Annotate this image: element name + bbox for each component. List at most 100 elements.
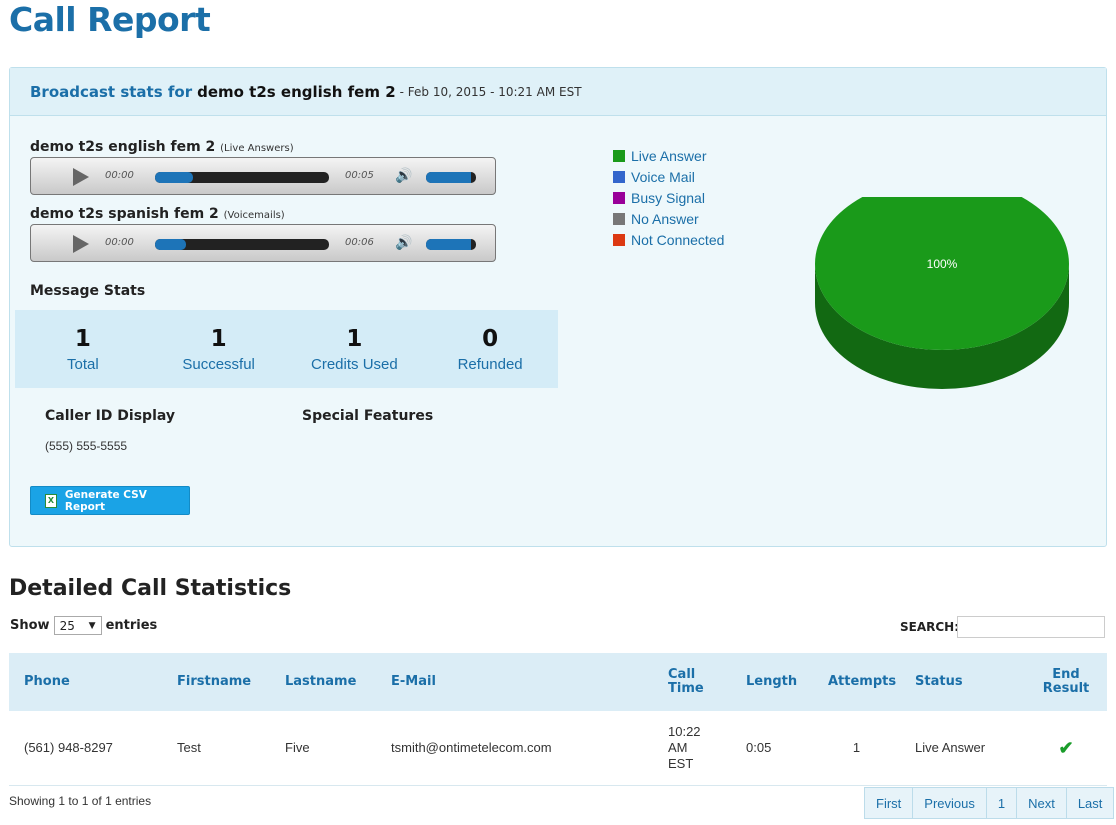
broadcast-date: - Feb 10, 2015 - 10:21 AM EST — [399, 84, 582, 99]
player-name: demo t2s spanish fem 2 — [30, 206, 219, 222]
stat-refunded: 0 Refunded — [422, 310, 558, 388]
stat-value: 1 — [346, 326, 363, 352]
stat-value: 0 — [482, 326, 499, 352]
stat-label: Credits Used — [311, 356, 398, 373]
column-header[interactable]: Firstname — [177, 674, 252, 689]
duration: 00:05 — [345, 170, 374, 181]
broadcast-name: demo t2s english fem 2 — [197, 82, 396, 101]
legend-label: Busy Signal — [631, 189, 705, 206]
special-features-heading: Special Features — [302, 408, 434, 424]
caller-id-value: (555) 555-5555 — [45, 439, 128, 453]
checkmark-icon: ✔ — [1058, 737, 1074, 758]
pie-slice[interactable] — [815, 197, 1069, 350]
audio-player-english: 00:00 00:05 🔊 — [30, 157, 496, 195]
progress-fill — [155, 172, 194, 183]
column-header[interactable]: Call Time — [668, 667, 704, 696]
panel-header: Broadcast stats for demo t2s english fem… — [10, 68, 1106, 116]
player-subtitle: (Live Answers) — [220, 143, 294, 154]
current-time: 00:00 — [105, 170, 134, 181]
stat-label: Total — [67, 356, 99, 373]
progress-bar[interactable] — [155, 239, 329, 250]
pagination-page-1[interactable]: 1 — [987, 788, 1018, 818]
volume-icon[interactable]: 🔊 — [395, 234, 413, 250]
player-subtitle: (Voicemails) — [223, 210, 285, 221]
pagination-first[interactable]: First — [865, 788, 914, 818]
player-title-spanish: demo t2s spanish fem 2 (Voicemails) — [30, 206, 285, 222]
page-title: Call Report — [9, 0, 211, 39]
player-title-english: demo t2s english fem 2 (Live Answers) — [30, 139, 294, 155]
chart-legend: Live Answer Voice Mail Busy Signal No Answe… — [613, 145, 724, 250]
current-time: 00:00 — [105, 237, 134, 248]
pagination-previous[interactable]: Previous — [913, 788, 987, 818]
duration: 00:06 — [345, 237, 374, 248]
player-name: demo t2s english fem 2 — [30, 139, 216, 155]
volume-slider[interactable] — [426, 239, 476, 250]
chevron-down-icon: ▼ — [88, 620, 96, 631]
stat-successful: 1 Successful — [151, 310, 287, 388]
broadcast-stats-panel: Broadcast stats for demo t2s english fem… — [9, 67, 1107, 547]
caller-id-heading: Caller ID Display — [45, 408, 176, 424]
legend-item[interactable]: No Answer — [613, 208, 724, 229]
column-header[interactable]: End Result — [1042, 667, 1090, 696]
volume-slider[interactable] — [426, 172, 476, 183]
legend-item[interactable]: Busy Signal — [613, 187, 724, 208]
legend-swatch — [613, 149, 625, 162]
legend-label: No Answer — [631, 210, 699, 227]
search-input[interactable] — [957, 616, 1105, 638]
cell-status: Live Answer — [915, 739, 986, 755]
message-stats-box: 1 Total 1 Successful 1 Credits Used 0 Re… — [15, 310, 558, 388]
table-row: (561) 948-8297 Test Five tsmith@ontimete… — [9, 711, 1107, 785]
column-header[interactable]: Length — [746, 674, 798, 689]
play-icon[interactable] — [73, 168, 89, 186]
cell-phone: (561) 948-8297 — [24, 739, 113, 755]
legend-label: Live Answer — [631, 147, 707, 164]
stat-value: 1 — [210, 326, 227, 352]
audio-player-spanish: 00:00 00:06 🔊 — [30, 224, 496, 262]
legend-swatch — [613, 233, 625, 246]
pagination-next[interactable]: Next — [1017, 788, 1067, 818]
legend-item[interactable]: Not Connected — [613, 229, 724, 250]
column-header[interactable]: Lastname — [285, 674, 357, 689]
legend-item[interactable]: Live Answer — [613, 145, 724, 166]
entries-select[interactable]: 25 ▼ — [53, 616, 102, 635]
pie-data-label: 100% — [927, 257, 958, 271]
cell-email: tsmith@ontimetelecom.com — [391, 739, 552, 755]
stat-value: 1 — [74, 326, 91, 352]
stat-credits-used: 1 Credits Used — [287, 310, 423, 388]
legend-swatch — [613, 170, 625, 183]
entries-value: 25 — [59, 618, 75, 633]
table-header-row: Phone Firstname Lastname E-Mail Call Tim… — [9, 653, 1107, 711]
volume-fill — [426, 239, 471, 250]
generate-csv-button[interactable]: X Generate CSV Report — [30, 486, 190, 515]
legend-swatch — [613, 212, 625, 225]
pagination-last[interactable]: Last — [1077, 795, 1103, 811]
cell-attempts: 1 — [852, 739, 861, 755]
progress-bar[interactable] — [155, 172, 329, 183]
excel-icon: X — [45, 493, 57, 508]
stat-label: Refunded — [457, 356, 523, 373]
broadcast-label: Broadcast stats for — [30, 82, 193, 101]
legend-item[interactable]: Voice Mail — [613, 166, 724, 187]
volume-icon[interactable]: 🔊 — [395, 167, 413, 183]
show-label: Show — [10, 618, 50, 633]
cell-length: 0:05 — [746, 739, 772, 755]
stat-label: Successful — [182, 356, 255, 373]
volume-fill — [426, 172, 471, 183]
cell-lastname: Five — [285, 739, 310, 755]
entries-control: Show 25 ▼ entries — [10, 616, 157, 635]
column-header[interactable]: Attempts — [828, 674, 897, 689]
table-info: Showing 1 to 1 of 1 entries — [9, 794, 152, 808]
cell-firstname: Test — [177, 739, 201, 755]
progress-fill — [155, 239, 187, 250]
column-header[interactable]: E-Mail — [391, 674, 436, 689]
play-icon[interactable] — [73, 235, 89, 253]
call-stats-table: Phone Firstname Lastname E-Mail Call Tim… — [9, 653, 1107, 786]
pagination: First Previous 1 Next Last — [864, 787, 1115, 819]
entries-label: entries — [105, 618, 158, 633]
generate-csv-label: Generate CSV Report — [64, 488, 147, 513]
search-label: SEARCH: — [900, 620, 960, 634]
column-header[interactable]: Phone — [24, 674, 70, 689]
column-header[interactable]: Status — [915, 674, 963, 689]
pie-chart: 100% — [815, 197, 1069, 389]
pie-slice-side — [815, 264, 1069, 389]
